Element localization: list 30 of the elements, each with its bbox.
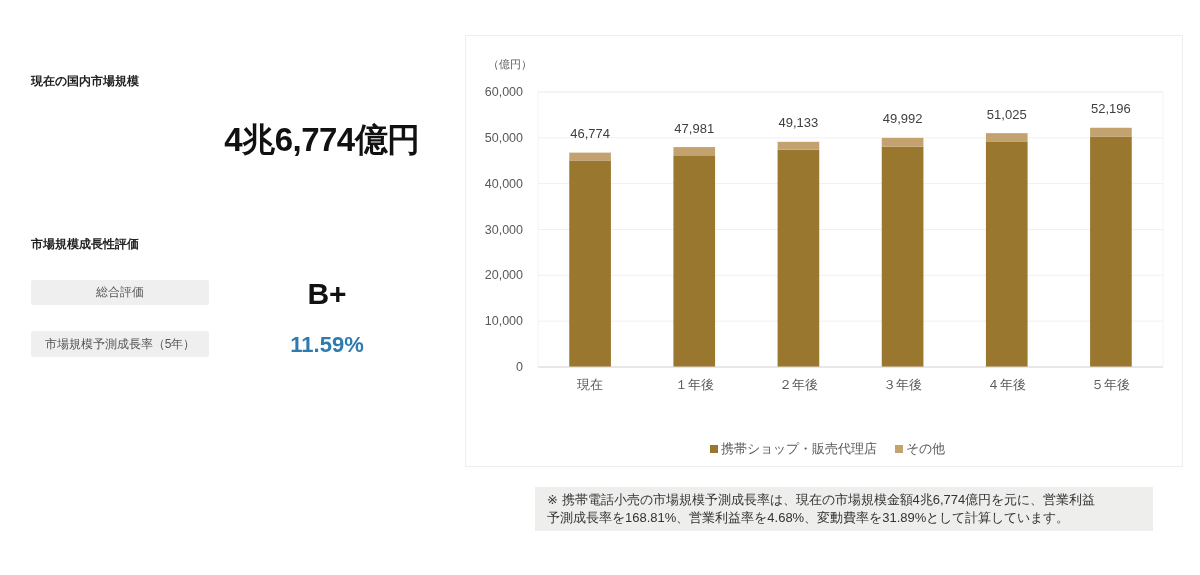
total-label: 51,025 [986,106,1027,122]
total-label: 47,981 [674,120,715,136]
total-label: 49,992 [882,111,923,127]
x-tick-label: ３年後 [883,378,923,392]
total-label: 52,196 [1091,101,1131,117]
text: 4兆6,774億円 [224,120,420,160]
y-axis-title: （億円） [488,58,532,70]
x-tick-label: ５年後 [1091,378,1131,392]
y-tick-label: 10,000 [484,314,524,329]
y-tick-label: 0 [516,360,524,374]
x-tick-label: 現在 [577,378,604,392]
label-box: 総合評価 [31,280,209,305]
y-tick-label: 40,000 [484,176,524,191]
label-box: 市場規模予測成長率（5年） [31,331,209,357]
text: B+ [307,277,347,311]
y-tick-label: 60,000 [484,85,524,99]
total-label: 46,774 [570,126,610,142]
legend-label: その他 [906,442,945,456]
text: 市場規模成長性評価 [31,236,139,253]
y-tick-label: 30,000 [484,222,524,237]
y-tick-label: 20,000 [484,268,524,283]
text: 11.59% [290,332,364,358]
x-tick-label: １年後 [674,378,714,392]
x-tick-label: ２年後 [778,378,818,392]
total-label: 49,133 [778,115,819,131]
x-tick-label: ４年後 [987,378,1027,392]
text: 現在の国内市場規模 [31,73,139,90]
legend-label: 携帯ショップ・販売代理店 [721,441,877,456]
note-box: ※ 携帯電話小売の市場規模予測成長率は、現在の市場規模金額4兆6,774億円を元に、営業利益予測成長率を168.81%、営業利益率を4.68%、変動費率を31.89%として計算しています。 [535,487,1153,531]
y-tick-label: 50,000 [484,130,524,145]
